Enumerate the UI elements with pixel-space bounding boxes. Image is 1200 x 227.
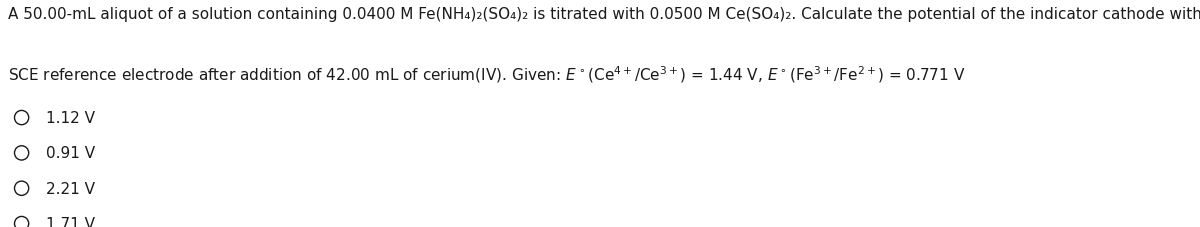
Text: 0.91 V: 0.91 V — [46, 146, 95, 161]
Text: A 50.00-mL aliquot of a solution containing 0.0400 M Fe(NH₄)₂(SO₄)₂ is titrated : A 50.00-mL aliquot of a solution contain… — [8, 7, 1200, 22]
Text: 1.71 V: 1.71 V — [46, 216, 95, 227]
Text: 2.21 V: 2.21 V — [46, 181, 95, 196]
Text: SCE reference electrode after addition of 42.00 mL of cerium(IV). Given: $E^\cir: SCE reference electrode after addition o… — [8, 64, 966, 84]
Text: 1.12 V: 1.12 V — [46, 111, 95, 126]
